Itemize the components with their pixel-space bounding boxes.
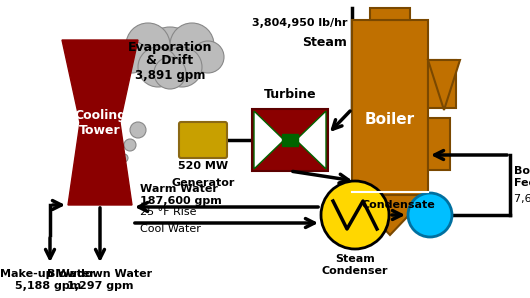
Polygon shape: [62, 40, 138, 205]
Circle shape: [408, 193, 452, 237]
Text: 25 °F Rise: 25 °F Rise: [140, 207, 197, 217]
Text: Turbine: Turbine: [264, 88, 316, 101]
Polygon shape: [252, 109, 328, 171]
Polygon shape: [296, 111, 326, 169]
Text: 7,645 gpm: 7,645 gpm: [514, 194, 530, 204]
Text: Steam
Condenser: Steam Condenser: [322, 254, 388, 276]
Circle shape: [170, 23, 214, 67]
Polygon shape: [254, 111, 284, 169]
Polygon shape: [282, 134, 298, 146]
Text: Cool Water: Cool Water: [140, 224, 201, 234]
Text: Steam: Steam: [302, 36, 347, 49]
Text: Evaporation: Evaporation: [128, 41, 212, 55]
Circle shape: [154, 57, 186, 89]
Text: Blowdown Water
1,297 gpm: Blowdown Water 1,297 gpm: [48, 269, 153, 291]
Polygon shape: [428, 60, 456, 108]
Text: 3,804,950 lb/hr: 3,804,950 lb/hr: [252, 18, 347, 28]
Text: Warm Water
187,600 gpm: Warm Water 187,600 gpm: [140, 184, 222, 206]
Circle shape: [142, 27, 198, 83]
Text: Boiler
Feedwater: Boiler Feedwater: [514, 166, 530, 188]
Circle shape: [130, 122, 146, 138]
Text: & Drift: & Drift: [146, 54, 193, 66]
Circle shape: [162, 47, 202, 87]
Circle shape: [126, 23, 170, 67]
Text: 520 MW: 520 MW: [178, 161, 228, 171]
Polygon shape: [428, 60, 460, 110]
Text: Make-up Water
5,188 gpm: Make-up Water 5,188 gpm: [1, 269, 95, 291]
Polygon shape: [352, 195, 428, 235]
Text: Cooling
Tower: Cooling Tower: [74, 108, 126, 136]
Circle shape: [120, 154, 128, 162]
Circle shape: [321, 181, 389, 249]
Circle shape: [116, 41, 148, 73]
Circle shape: [138, 47, 178, 87]
Text: Condensate: Condensate: [361, 200, 435, 210]
Text: Generator: Generator: [171, 178, 235, 188]
Polygon shape: [352, 20, 428, 195]
Circle shape: [192, 41, 224, 73]
FancyBboxPatch shape: [179, 122, 227, 158]
Polygon shape: [370, 8, 410, 20]
Circle shape: [124, 139, 136, 151]
Polygon shape: [428, 118, 450, 170]
Text: 3,891 gpm: 3,891 gpm: [135, 69, 205, 83]
Text: Boiler: Boiler: [365, 113, 415, 128]
